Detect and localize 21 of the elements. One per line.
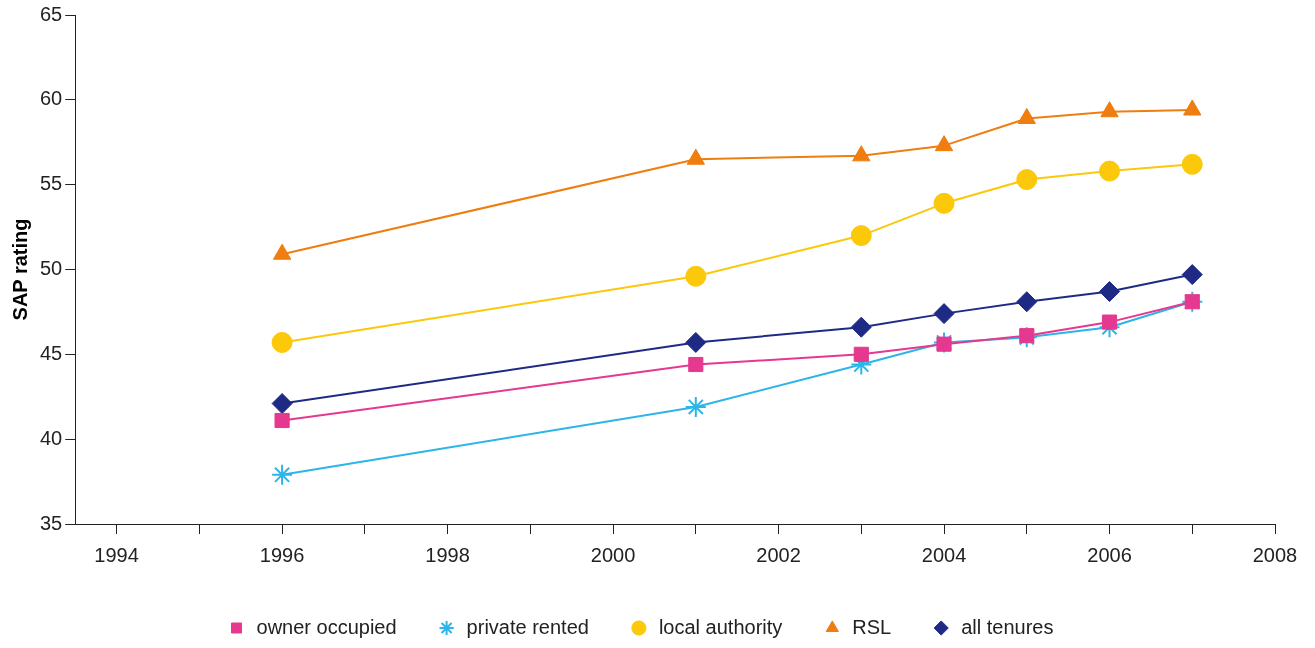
legend-label: RSL <box>852 615 892 638</box>
x-tick-label: 2006 <box>1087 543 1132 566</box>
y-tick-label: 65 <box>40 2 63 25</box>
y-tick-label: 40 <box>40 426 63 449</box>
legend-label: private rented <box>466 615 589 638</box>
legend-label: local authority <box>658 615 783 638</box>
x-tick-label: 1998 <box>425 543 470 566</box>
x-tick-label: 2000 <box>590 543 636 566</box>
x-tick-label: 1996 <box>259 543 305 566</box>
x-tick-label: 1994 <box>94 543 139 566</box>
y-tick-label: 35 <box>40 511 63 534</box>
x-tick-label: 2004 <box>921 543 967 566</box>
legend-label: all tenures <box>961 615 1054 638</box>
y-tick-label: 45 <box>40 341 63 364</box>
legend-label: owner occupied <box>256 615 397 638</box>
y-tick-label: 50 <box>40 257 63 280</box>
x-tick-label: 2002 <box>756 543 801 566</box>
y-tick-label: 55 <box>40 172 63 195</box>
x-tick-label: 2008 <box>1252 543 1298 566</box>
y-axis-title: SAP rating <box>8 218 31 321</box>
y-tick-label: 60 <box>40 87 63 110</box>
